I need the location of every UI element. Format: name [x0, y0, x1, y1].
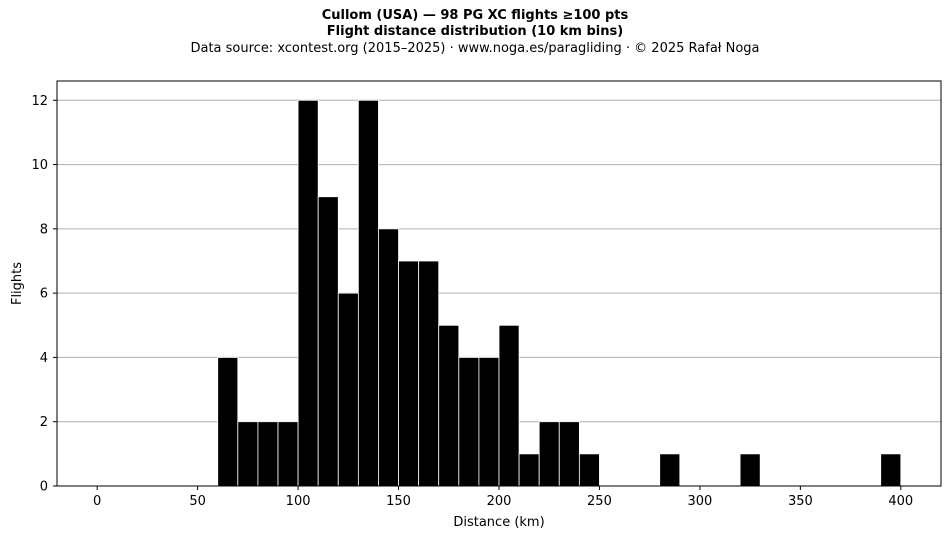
histogram-bar — [558, 421, 580, 487]
histogram-bar — [418, 260, 440, 487]
chart-title: Cullom (USA) — 98 PG XC flights ≥100 pts — [321, 8, 629, 23]
x-axis-label: Distance (km) — [453, 515, 544, 530]
histogram-bar — [378, 228, 399, 487]
y-tick-label: 2 — [40, 415, 48, 430]
x-tick-label: 150 — [386, 494, 411, 509]
chart-subtitle: Flight distance distribution (10 km bins… — [326, 24, 624, 39]
x-tick-label: 50 — [189, 494, 206, 509]
histogram-bar — [659, 453, 681, 487]
histogram-bar — [317, 196, 339, 487]
histogram-bar — [518, 453, 540, 487]
histogram-bar — [398, 260, 420, 487]
y-tick-label: 0 — [40, 480, 48, 495]
histogram-bar — [277, 421, 299, 487]
x-tick-label: 300 — [687, 494, 712, 509]
histogram-bar — [357, 99, 379, 487]
title-block: Cullom (USA) — 98 PG XC flights ≥100 pts… — [0, 8, 950, 58]
histogram-bar — [257, 421, 279, 487]
histogram-bar — [478, 357, 500, 487]
histogram-bar — [578, 453, 600, 487]
histogram-bar — [438, 324, 460, 487]
x-tick-label: 0 — [93, 494, 101, 509]
y-tick-label: 4 — [40, 351, 48, 366]
ticks-layer: 0 50 100 150 200 250 300 350 400 0 2 4 6 8 10 12 — [31, 94, 913, 509]
y-tick-label: 6 — [40, 287, 48, 302]
histogram-bar — [337, 292, 359, 487]
histogram-bar — [458, 357, 480, 487]
histogram-bar — [297, 99, 319, 487]
x-tick-label: 250 — [587, 494, 612, 509]
histogram-bar — [880, 453, 902, 487]
histogram-bar — [538, 421, 560, 487]
bars-layer — [217, 99, 902, 487]
x-tick-label: 200 — [487, 494, 512, 509]
x-tick-label: 350 — [788, 494, 813, 509]
histogram-bar — [237, 421, 259, 487]
x-tick-label: 400 — [888, 494, 913, 509]
histogram-bar — [498, 324, 520, 487]
histogram-bar — [739, 453, 761, 487]
y-tick-label: 12 — [31, 94, 48, 109]
chart-source: Data source: xcontest.org (2015–2025) · … — [190, 41, 760, 56]
x-tick-label: 100 — [286, 494, 311, 509]
y-axis-label: Flights — [10, 262, 25, 305]
histogram-bar — [217, 357, 239, 487]
y-tick-label: 10 — [31, 158, 48, 173]
y-tick-label: 8 — [40, 222, 48, 237]
